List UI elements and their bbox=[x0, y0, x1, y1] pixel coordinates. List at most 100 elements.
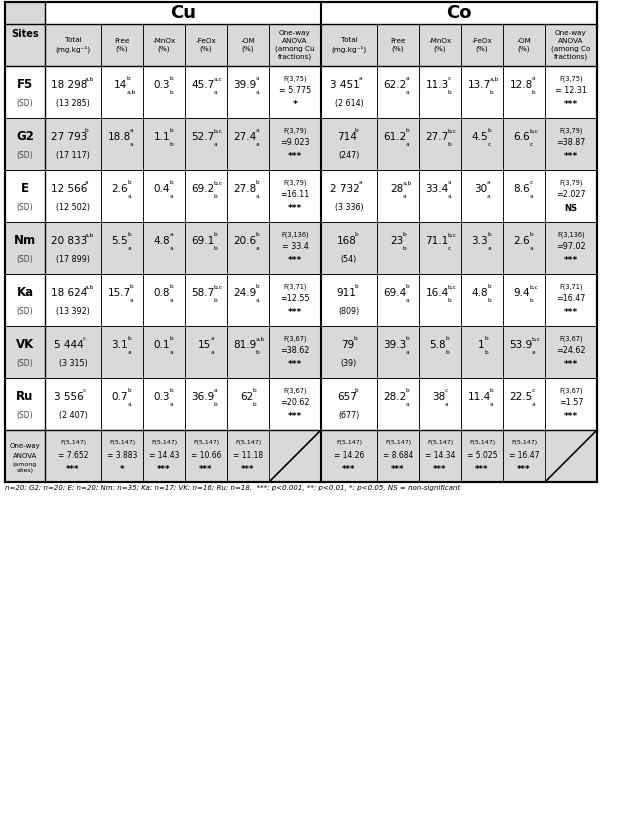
Text: b: b bbox=[406, 389, 410, 393]
Text: -FeOx
(%): -FeOx (%) bbox=[196, 38, 216, 52]
Text: a: a bbox=[129, 128, 133, 133]
Text: -MnOx
(%): -MnOx (%) bbox=[428, 38, 451, 52]
Text: ***: *** bbox=[288, 152, 302, 161]
Text: G2: G2 bbox=[16, 130, 34, 143]
Text: b: b bbox=[402, 245, 406, 250]
Text: (809): (809) bbox=[338, 307, 359, 316]
Bar bbox=[269, 222, 321, 274]
Text: 657: 657 bbox=[337, 392, 357, 402]
Text: Nm: Nm bbox=[14, 234, 36, 247]
Bar bbox=[419, 66, 461, 118]
Text: =1.57: =1.57 bbox=[559, 398, 583, 407]
Text: a: a bbox=[84, 181, 88, 186]
Bar bbox=[101, 326, 143, 378]
Text: 11.4: 11.4 bbox=[468, 392, 491, 402]
Bar bbox=[377, 24, 419, 66]
Text: =38.62: =38.62 bbox=[280, 347, 310, 356]
Bar bbox=[227, 326, 269, 378]
Text: ***: *** bbox=[564, 360, 578, 369]
Text: F(3,79): F(3,79) bbox=[559, 128, 583, 133]
Text: = 5.775: = 5.775 bbox=[279, 87, 311, 96]
Text: 0.4: 0.4 bbox=[153, 184, 170, 194]
Text: Total
(mg.kg⁻¹): Total (mg.kg⁻¹) bbox=[332, 38, 366, 52]
Bar bbox=[5, 2, 597, 482]
Text: (677): (677) bbox=[338, 411, 360, 420]
Text: ***: *** bbox=[199, 465, 213, 474]
Text: a: a bbox=[406, 298, 409, 303]
Text: 13.7: 13.7 bbox=[468, 79, 491, 90]
Text: 27.8: 27.8 bbox=[233, 184, 256, 194]
Text: c: c bbox=[531, 389, 535, 393]
Bar bbox=[227, 118, 269, 170]
Text: a: a bbox=[358, 181, 362, 186]
Text: a: a bbox=[214, 389, 217, 393]
Text: b,c: b,c bbox=[448, 128, 457, 133]
Text: 5 444: 5 444 bbox=[54, 339, 84, 350]
Text: b: b bbox=[170, 336, 174, 341]
Text: F(3,67): F(3,67) bbox=[283, 335, 307, 342]
Text: *: * bbox=[120, 465, 124, 474]
Text: b: b bbox=[531, 89, 535, 95]
Text: ***: *** bbox=[288, 412, 302, 421]
Text: a: a bbox=[256, 194, 260, 199]
Text: a: a bbox=[128, 402, 131, 407]
Bar bbox=[45, 66, 101, 118]
Bar bbox=[461, 24, 503, 66]
Text: a: a bbox=[256, 77, 260, 82]
Bar bbox=[45, 378, 101, 430]
Text: 4.5: 4.5 bbox=[471, 132, 488, 142]
Text: b: b bbox=[214, 245, 217, 250]
Text: a: a bbox=[128, 349, 131, 354]
Text: b: b bbox=[485, 336, 488, 341]
Bar bbox=[185, 326, 227, 378]
Text: a,b: a,b bbox=[84, 285, 93, 290]
Text: 62.2: 62.2 bbox=[383, 79, 406, 90]
Text: b: b bbox=[214, 298, 217, 303]
Bar bbox=[321, 24, 377, 66]
Text: -OM
(%): -OM (%) bbox=[241, 38, 256, 52]
Text: =20.62: =20.62 bbox=[280, 398, 310, 407]
Bar bbox=[227, 274, 269, 326]
Text: F(5,147): F(5,147) bbox=[385, 440, 411, 445]
Text: =38.87: =38.87 bbox=[556, 138, 585, 147]
Bar bbox=[143, 378, 185, 430]
Bar bbox=[185, 118, 227, 170]
Text: b: b bbox=[355, 389, 359, 393]
Text: =2.027: =2.027 bbox=[556, 191, 586, 200]
Text: ***: *** bbox=[564, 256, 578, 265]
Bar bbox=[269, 118, 321, 170]
Text: b: b bbox=[488, 298, 492, 303]
Text: NS: NS bbox=[565, 204, 578, 213]
Text: 69.4: 69.4 bbox=[383, 288, 406, 298]
Text: a: a bbox=[214, 89, 217, 95]
Text: a: a bbox=[406, 402, 409, 407]
Text: 0.8: 0.8 bbox=[153, 288, 170, 298]
Text: 9.4: 9.4 bbox=[513, 288, 530, 298]
Bar bbox=[143, 222, 185, 274]
Bar bbox=[377, 378, 419, 430]
Bar bbox=[143, 274, 185, 326]
Text: a: a bbox=[406, 77, 409, 82]
Text: b: b bbox=[488, 285, 492, 290]
Text: =12.55: =12.55 bbox=[280, 294, 310, 303]
Bar bbox=[377, 118, 419, 170]
Text: a: a bbox=[170, 245, 174, 250]
Text: 911: 911 bbox=[337, 288, 357, 298]
Text: Cu: Cu bbox=[170, 4, 196, 22]
Text: ***: *** bbox=[157, 465, 171, 474]
Text: 81.9: 81.9 bbox=[233, 339, 256, 350]
Text: a: a bbox=[531, 349, 535, 354]
Bar bbox=[545, 378, 597, 430]
Bar bbox=[377, 430, 419, 482]
Text: a,b: a,b bbox=[402, 181, 412, 186]
Text: = 12.31: = 12.31 bbox=[555, 87, 587, 96]
Text: b,c: b,c bbox=[214, 181, 222, 186]
Text: ***: *** bbox=[564, 100, 578, 109]
Text: a,c: a,c bbox=[214, 77, 222, 82]
Text: (SD): (SD) bbox=[17, 307, 33, 316]
Text: 16.4: 16.4 bbox=[426, 288, 449, 298]
Text: b: b bbox=[170, 89, 174, 95]
Bar bbox=[269, 66, 321, 118]
Bar bbox=[5, 378, 45, 430]
Bar bbox=[461, 326, 503, 378]
